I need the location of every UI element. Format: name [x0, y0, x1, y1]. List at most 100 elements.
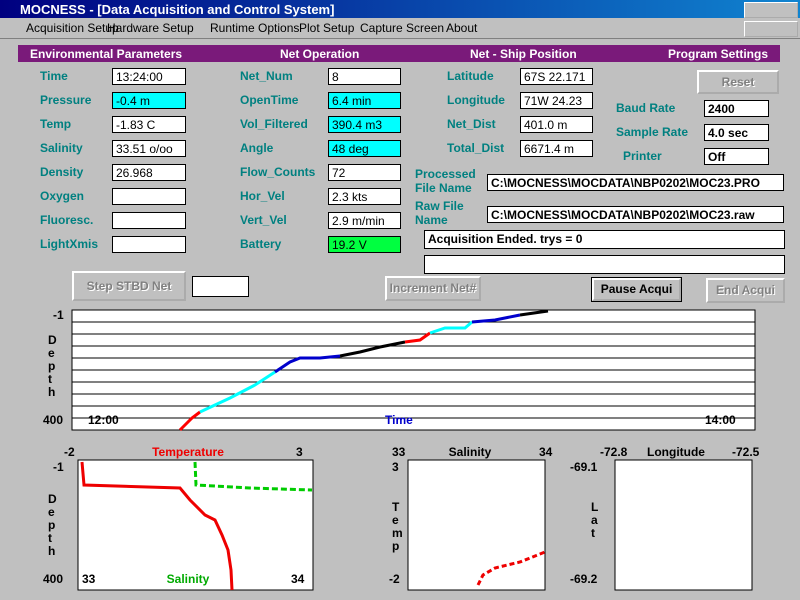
field-value: 6671.4 m: [520, 140, 593, 157]
field-label: Vert_Vel: [240, 213, 287, 227]
field-label: Net_Num: [240, 69, 293, 83]
field-label: Total_Dist: [447, 141, 505, 155]
field-label: Battery: [240, 237, 282, 251]
x-end-label: 14:00: [705, 413, 736, 427]
field-label: Time: [40, 69, 68, 83]
x-axis-label: Temperature: [152, 445, 224, 459]
button[interactable]: Increment Net#: [385, 276, 481, 301]
setting-label: Baud Rate: [616, 101, 676, 115]
section-header: Environmental Parameters: [30, 47, 183, 61]
field-value: 19.2 V: [328, 236, 401, 253]
track-frame: [614, 459, 753, 591]
temp-curve: [80, 461, 234, 591]
window-buttons[interactable]: [744, 2, 798, 18]
field-value: -1.83 C: [112, 116, 186, 133]
setting-value: 4.0 sec: [704, 124, 769, 141]
field-value: 13:24:00: [112, 68, 186, 85]
field-label: Angle: [240, 141, 274, 155]
x-max-label: 3: [296, 445, 303, 459]
x2-max-label: 34: [291, 572, 305, 586]
field-label: Oxygen: [40, 189, 85, 203]
x-start-label: 12:00: [88, 413, 119, 427]
depth-grid: [72, 321, 755, 419]
field-label: Pressure: [40, 93, 92, 107]
field-label: Vol_Filtered: [240, 117, 308, 131]
field-label: Flow_Counts: [240, 165, 316, 179]
field-value: 72: [328, 164, 401, 181]
field-label: Hor_Vel: [240, 189, 285, 203]
section-strip: [18, 45, 780, 62]
ts-frame: [407, 459, 546, 591]
y-top-label: -69.1: [570, 460, 598, 474]
field-label: Temp: [40, 117, 72, 131]
title-bar: [0, 0, 800, 18]
temp-profile-frame: [77, 459, 314, 591]
field-label: Density: [40, 165, 84, 179]
field-value: 6.4 min: [328, 92, 401, 109]
setting-value: Off: [704, 148, 769, 165]
setting-value: 2400: [704, 100, 769, 117]
field-value: 2.3 kts: [328, 188, 401, 205]
field-value: 401.0 m: [520, 116, 593, 133]
x-min-label: -72.8: [600, 445, 628, 459]
menu-item[interactable]: Capture Screen: [360, 21, 445, 35]
file-value: C:\MOCNESS\MOCDATA\NBP0202\MOC23.raw: [487, 206, 784, 223]
field-label: Latitude: [447, 69, 494, 83]
menu-item[interactable]: Hardware Setup: [107, 21, 194, 35]
field-value: -0.4 m: [112, 92, 186, 109]
field-value: 2.9 m/min: [328, 212, 401, 229]
menu-item[interactable]: About: [446, 21, 478, 35]
section-header: Net Operation: [280, 47, 360, 61]
button[interactable]: End Acqui: [706, 278, 785, 303]
section-header: Program Settings: [668, 47, 769, 61]
field-value: [112, 188, 186, 205]
field-label: Fluoresc.: [40, 213, 94, 227]
field-label: Salinity: [40, 141, 83, 155]
field-value: 33.51 o/oo: [112, 140, 186, 157]
y-bottom-label: -2: [389, 572, 400, 586]
reset-button[interactable]: Reset: [697, 70, 779, 94]
setting-label: Sample Rate: [616, 125, 689, 139]
field-value: 48 deg: [328, 140, 401, 157]
salinity-curve: [193, 461, 313, 492]
file-label: Raw File Name: [415, 199, 464, 227]
menu-item[interactable]: Acquisition Setup: [26, 21, 119, 35]
x-min-label: 33: [392, 445, 406, 459]
status-box-2: [424, 255, 785, 274]
y-top-label: -1: [53, 308, 64, 322]
x2-min-label: 33: [82, 572, 96, 586]
field-value: [112, 236, 186, 253]
button[interactable]: Pause Acqui: [591, 277, 682, 302]
field-value: 67S 22.171: [520, 68, 593, 85]
file-value: C:\MOCNESS\MOCDATA\NBP0202\MOC23.PRO: [487, 174, 784, 191]
field-value: 71W 24.23: [520, 92, 593, 109]
button[interactable]: Step STBD Net: [72, 271, 186, 301]
ts-curve: [476, 550, 546, 586]
x-max-label: 34: [539, 445, 553, 459]
mdi-buttons[interactable]: [744, 21, 798, 37]
menu-item[interactable]: Runtime Options: [210, 21, 300, 35]
step-input[interactable]: [192, 276, 249, 297]
file-label: Processed File Name: [415, 167, 476, 195]
title-text: MOCNESS - [Data Acquisition and Control …: [20, 2, 335, 17]
menu-item[interactable]: Plot Setup: [299, 21, 355, 35]
depth-track: [178, 309, 549, 432]
field-label: Net_Dist: [447, 117, 496, 131]
field-value: [112, 212, 186, 229]
y-top-label: -1: [53, 460, 64, 474]
x-axis-label: Longitude: [647, 445, 705, 459]
field-value: 8: [328, 68, 401, 85]
field-label: LightXmis: [40, 237, 99, 251]
section-header: Net - Ship Position: [470, 47, 577, 61]
field-value: 390.4 m3: [328, 116, 401, 133]
y-bottom-label: 400: [43, 572, 63, 586]
field-label: Longitude: [447, 93, 505, 107]
menu-bar: [0, 18, 800, 39]
field-label: OpenTime: [240, 93, 299, 107]
